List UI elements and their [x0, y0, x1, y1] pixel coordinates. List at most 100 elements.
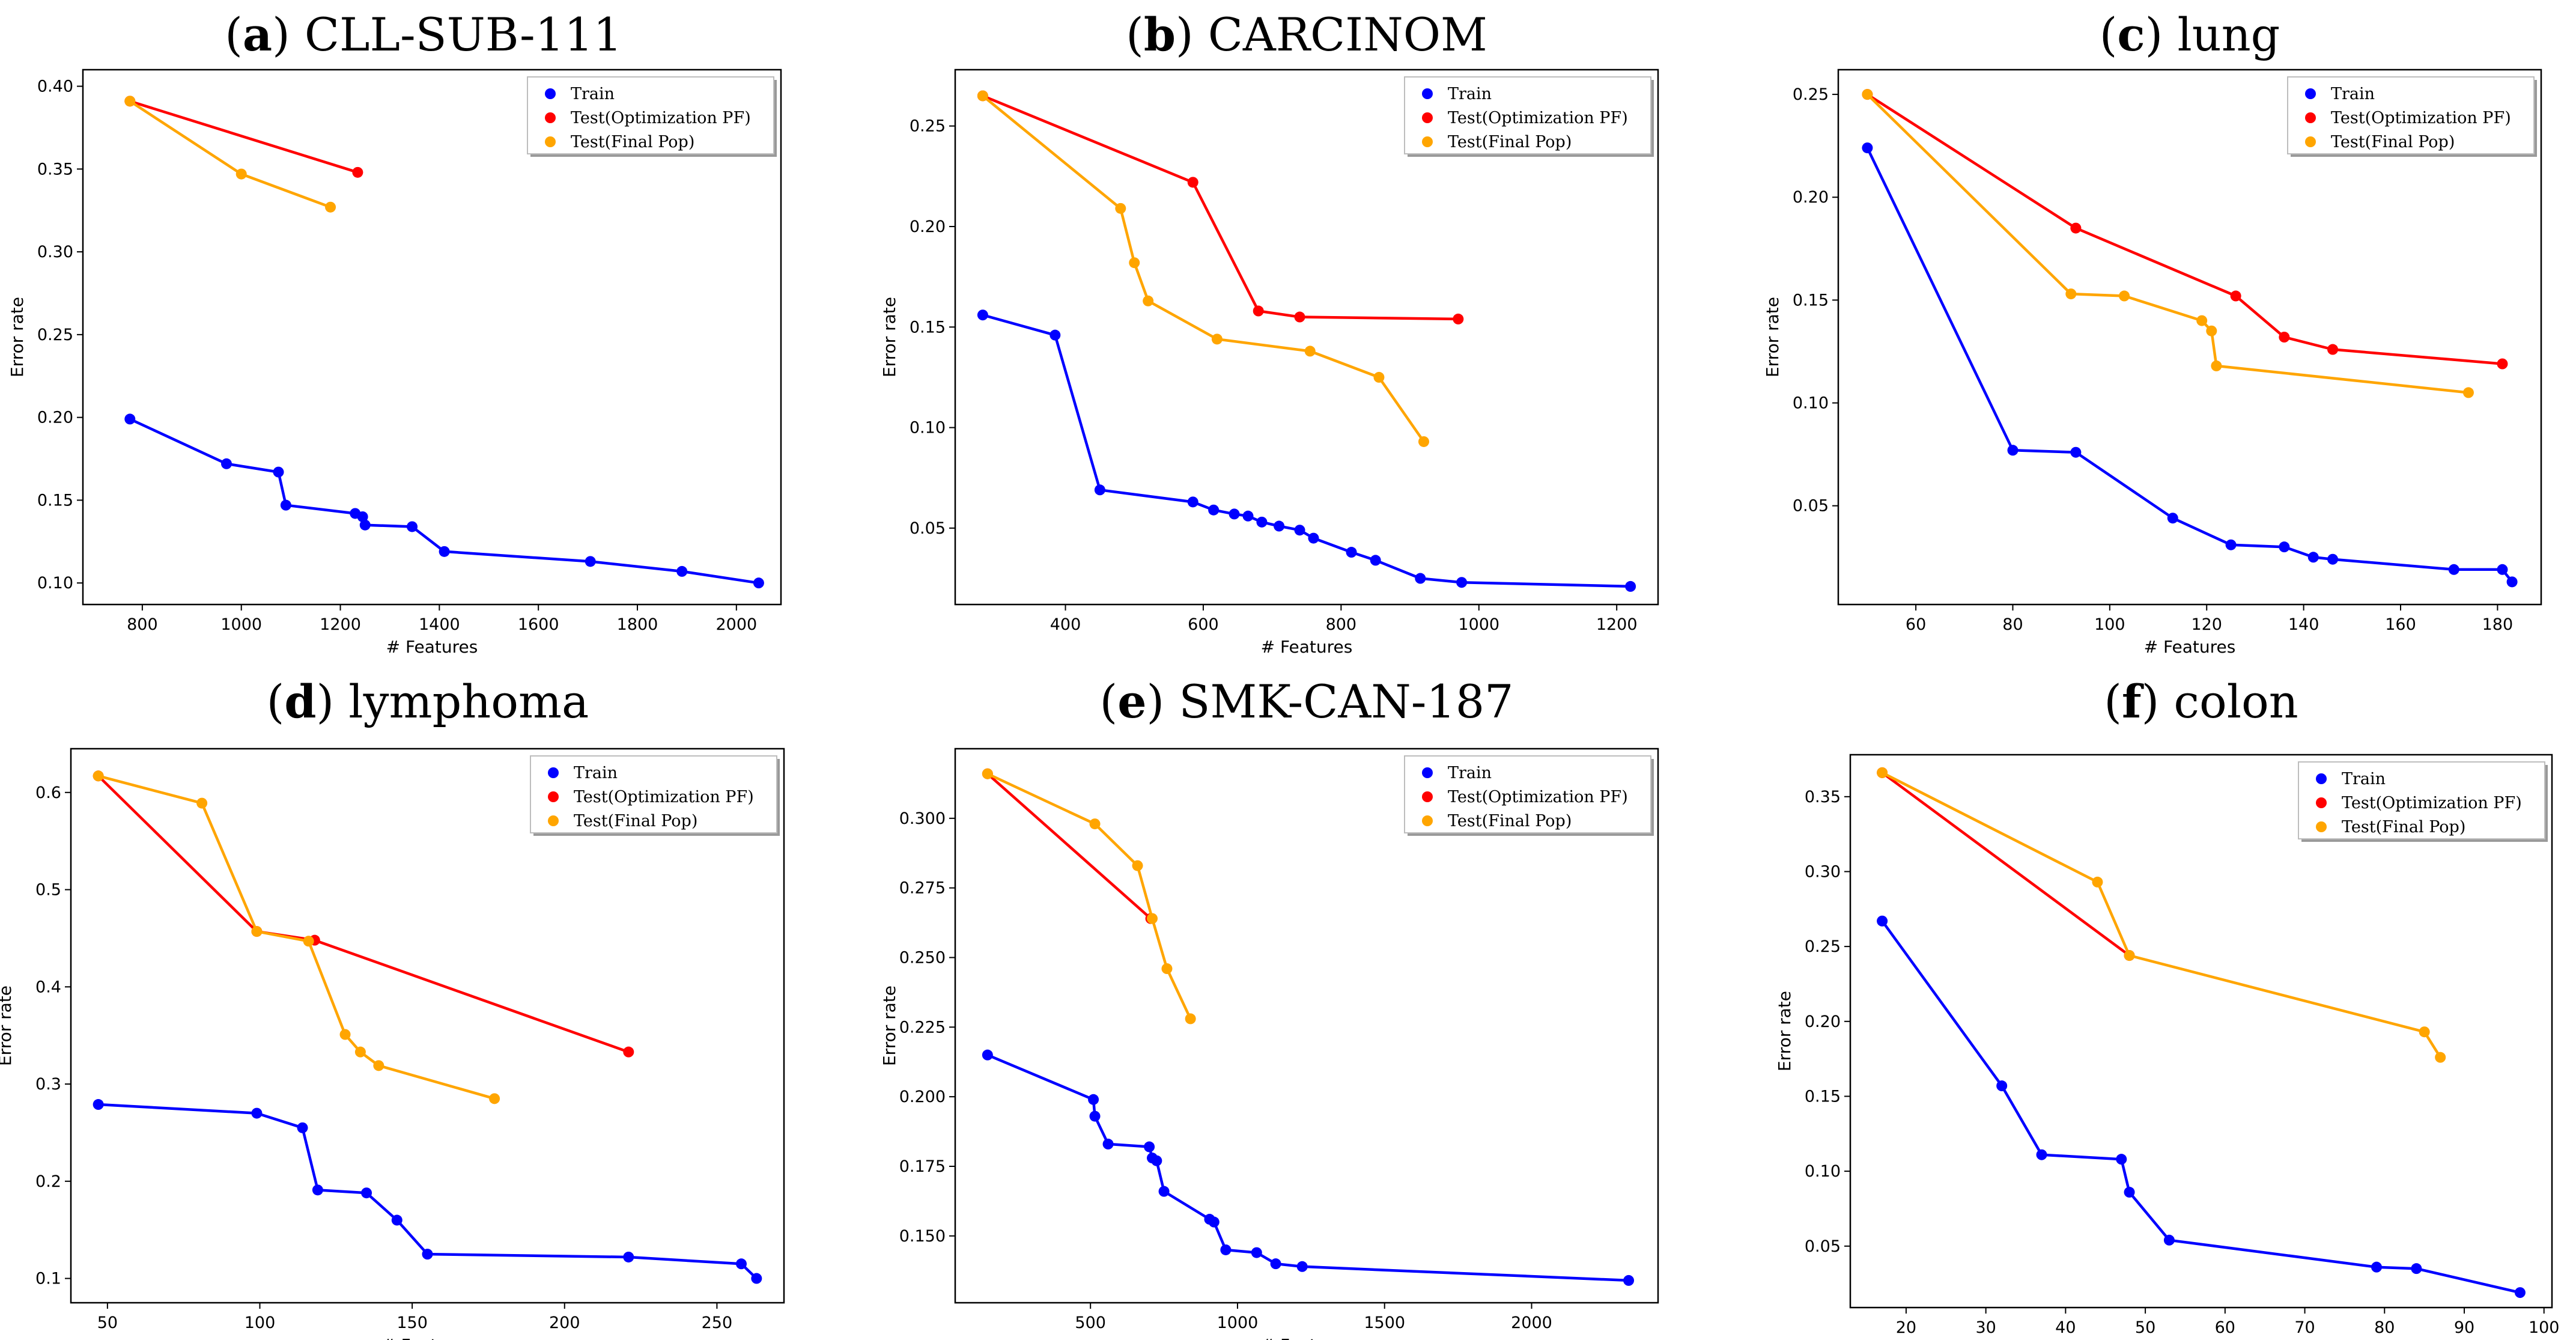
data-point-train [1208, 1216, 1220, 1228]
y-tick-label: 0.10 [910, 419, 946, 437]
series-line-train [1866, 147, 2514, 583]
data-point-train [2327, 553, 2339, 565]
y-tick-label: 0.05 [1805, 1237, 1841, 1256]
data-point-train [312, 1184, 323, 1196]
data-point-test_final [2211, 360, 2222, 371]
x-tick-label: 2000 [1511, 1314, 1552, 1332]
series-line-train [1881, 920, 2521, 1294]
y-tick-label: 0.150 [899, 1227, 946, 1246]
chart-panel-b: (b) CARCINOM 400 600 800 1000 1200 0.05 0.10 0.1… [879, 8, 1659, 657]
y-tick-label: 0.30 [37, 243, 73, 261]
legend-marker-test_final [1422, 815, 1433, 826]
x-tick-label: 1500 [1364, 1314, 1405, 1332]
data-point-train [1102, 1138, 1114, 1150]
data-point-test_final [373, 1060, 384, 1071]
data-point-train [2506, 576, 2518, 588]
x-tick-label: 50 [2135, 1318, 2155, 1337]
data-point-test_pf [2279, 332, 2290, 343]
legend-label: Train [1448, 85, 1492, 103]
data-point-train [753, 577, 764, 589]
data-point-test_final [1115, 203, 1126, 214]
x-tick-label: 1000 [220, 615, 262, 634]
x-tick-label: 250 [702, 1314, 733, 1332]
y-tick-label: 0.6 [35, 784, 61, 802]
x-tick-label: 160 [2385, 615, 2416, 634]
x-axis-label: # Features [1261, 1335, 1353, 1340]
x-axis-label: # Features [381, 1335, 473, 1340]
y-tick-label: 0.35 [1805, 788, 1841, 806]
data-point-test_final [489, 1093, 500, 1104]
data-point-train [2167, 513, 2178, 524]
panel-title-close: ) [316, 675, 348, 728]
legend-marker-train [545, 88, 556, 99]
panel-title: (c) lung [2100, 8, 2280, 61]
data-point-train [1456, 577, 1468, 588]
chart-panel-d: (d) lymphoma 50 100 150 200 250 0.1 0.2 0.3 0.4 0.… [0, 675, 785, 1340]
data-point-train [1308, 532, 1319, 544]
x-tick-label: 40 [2055, 1318, 2076, 1337]
series-line-test_pf [982, 94, 1459, 321]
x-tick-label: 1000 [1458, 615, 1499, 634]
data-point-train [1251, 1247, 1262, 1258]
x-tick-label: 30 [1975, 1318, 1996, 1337]
data-point-test_final [339, 1029, 351, 1040]
data-point-train [2116, 1154, 2127, 1165]
data-point-test_final [1211, 333, 1223, 345]
y-tick-label: 0.25 [1805, 937, 1841, 956]
x-tick-label: 100 [245, 1314, 276, 1332]
data-point-test_final [2124, 950, 2135, 961]
data-point-train [2514, 1287, 2526, 1299]
series-line-test_pf [1867, 93, 2503, 365]
data-point-test_final [235, 168, 247, 180]
data-point-train [1270, 1258, 1281, 1270]
legend-label: Test(Optimization PF) [2331, 109, 2511, 127]
legend-marker-test_final [548, 815, 559, 826]
y-tick-label: 0.20 [37, 409, 73, 427]
data-point-train [2070, 446, 2082, 458]
data-point-test_pf [1253, 305, 1264, 317]
legend-label: Test(Final Pop) [2331, 133, 2455, 151]
y-axis-label: Error rate [0, 985, 15, 1066]
data-point-train [2036, 1149, 2047, 1160]
data-point-train [982, 1049, 993, 1061]
data-point-train [391, 1214, 402, 1226]
x-tick-label: 1200 [320, 615, 361, 634]
y-tick-label: 0.225 [899, 1018, 946, 1037]
chart-panel-c: (c) lung 60 80 100 120 140 160 180 0.05 0.10 0.15 0… [1763, 8, 2542, 657]
data-point-train [2497, 564, 2508, 575]
data-point-test_final [124, 96, 136, 107]
data-point-test_final [1143, 295, 1154, 306]
panel-title-open: ( [2104, 675, 2122, 728]
data-point-test_final [1161, 963, 1173, 975]
legend-label: Test(Optimization PF) [571, 109, 751, 127]
x-tick-label: 1800 [617, 615, 658, 634]
legend-label: Test(Optimization PF) [2342, 794, 2522, 812]
panel-title-open: ( [1100, 675, 1118, 728]
data-point-test_final [2435, 1052, 2446, 1063]
data-point-test_final [977, 90, 988, 102]
x-tick-label: 140 [2288, 615, 2319, 634]
data-point-train [273, 466, 284, 478]
x-tick-label: 60 [1906, 615, 1926, 634]
y-tick-label: 0.4 [35, 978, 61, 996]
legend-label: Train [571, 85, 615, 103]
data-point-test_final [1129, 257, 1140, 269]
data-point-train [623, 1251, 634, 1262]
data-point-test_final [1373, 371, 1385, 383]
data-point-train [93, 1099, 104, 1110]
data-point-test_pf [1453, 313, 1464, 324]
data-point-test_final [1132, 860, 1143, 871]
data-point-train [1625, 580, 1636, 592]
x-tick-label: 500 [1075, 1314, 1106, 1332]
x-tick-label: 70 [2294, 1318, 2315, 1337]
data-point-train [1229, 508, 1240, 520]
data-point-train [359, 519, 371, 531]
data-point-test_final [2119, 290, 2130, 302]
series-line-test_final [986, 772, 1192, 1020]
data-point-test_final [354, 1046, 366, 1058]
data-point-train [1089, 1110, 1101, 1122]
data-point-test_final [2065, 288, 2077, 300]
data-point-test_final [1089, 818, 1101, 830]
data-point-train [439, 546, 450, 557]
